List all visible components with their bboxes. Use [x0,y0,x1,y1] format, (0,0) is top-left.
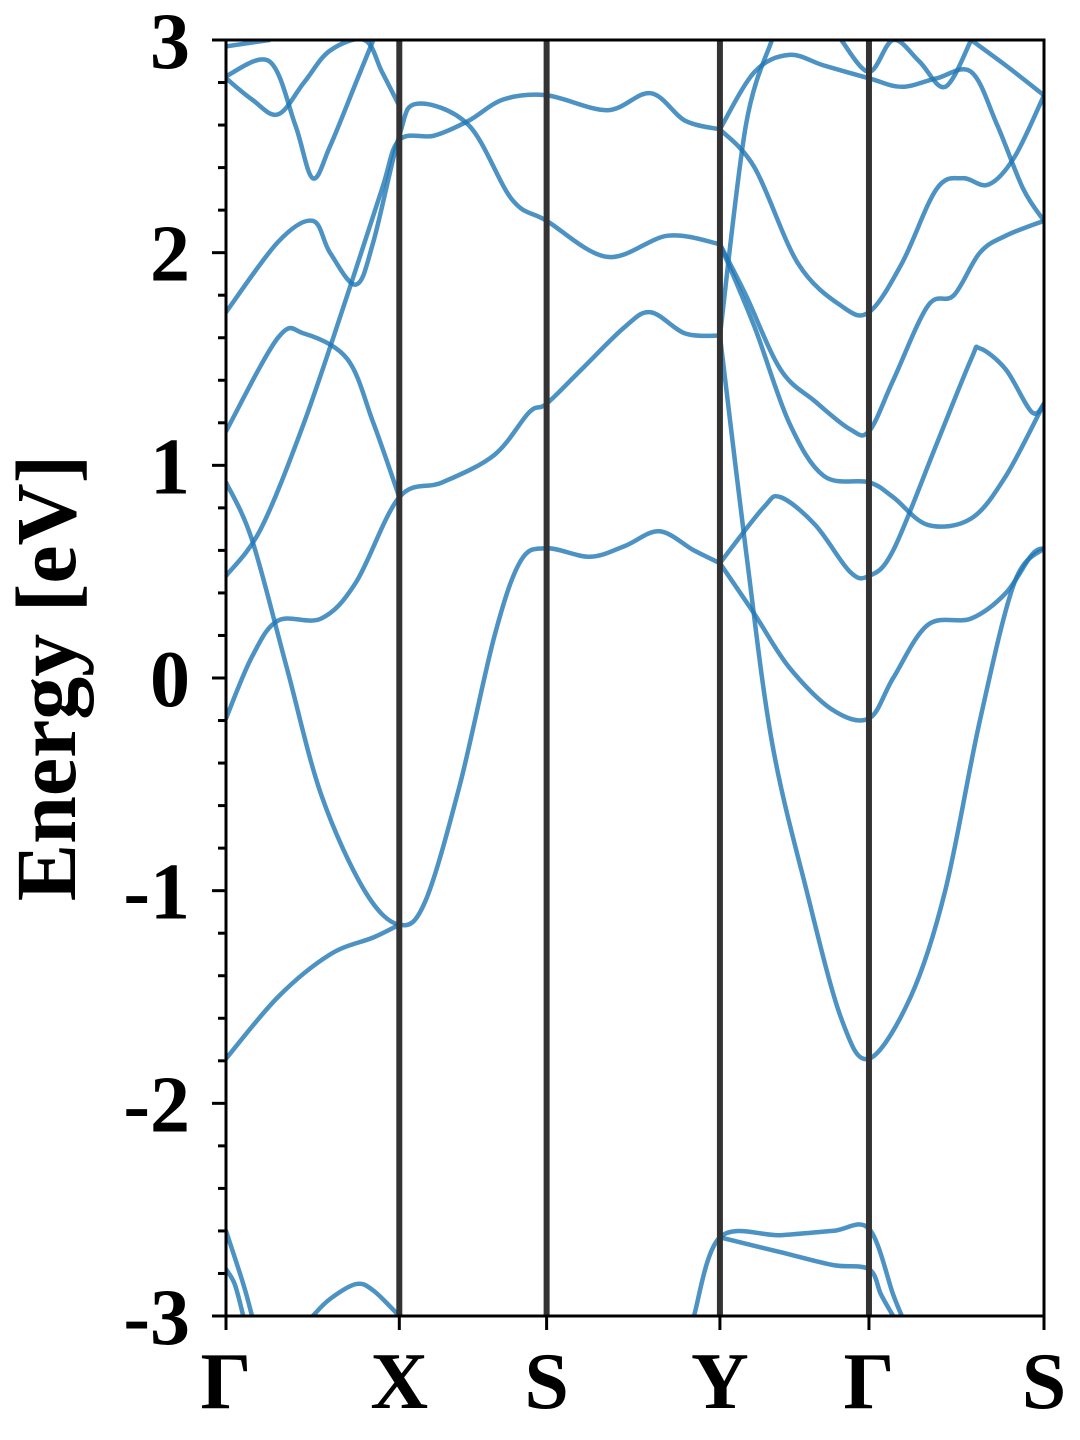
band-line-24 [310,1281,402,1316]
band-line-16 [717,40,775,338]
band-line-5 [226,325,402,500]
high-symmetry-dividers [396,40,872,1316]
x-tick-label: S [524,1338,569,1426]
band-line-12 [717,333,1044,1062]
y-axis-label: Energy [eV] [0,455,94,902]
band-line-8 [226,40,376,181]
band-line-19 [968,40,1044,98]
y-tick-label: -1 [123,849,190,937]
x-tick-label: S [1022,1338,1067,1426]
x-tick-label: Γ [201,1338,252,1426]
plot-frame [224,38,1046,1318]
y-tick-label: 1 [150,423,190,511]
band-line-11 [717,546,1044,723]
band-lines [226,40,1044,1316]
band-line-15 [717,241,1044,529]
x-tick-label: X [370,1338,428,1426]
band-line-13 [717,218,1044,438]
x-tick-label: Γ [844,1338,895,1426]
y-tick-label: 3 [150,0,190,86]
y-axis-ticks: -3 -2 -1 0 1 2 3 [123,0,226,1362]
band-line-3 [226,309,723,721]
band-line-14 [717,93,1044,318]
band-line-22 [226,1228,255,1316]
band-line-18 [838,40,974,90]
band-line-7 [226,40,402,118]
band-line-4 [226,90,723,579]
y-tick-label: -3 [123,1274,190,1362]
y-tick-label: 0 [150,636,190,724]
band-line-1 [226,922,402,1061]
x-tick-label: Y [691,1338,749,1426]
band-line-2 [226,480,723,928]
y-tick-label: -2 [123,1061,190,1149]
band-line-6 [226,101,723,315]
band-line-21 [717,1235,896,1316]
band-line-23 [226,1266,246,1316]
y-tick-label: 2 [150,211,190,299]
band-line-17 [717,52,1044,224]
band-line-10 [717,344,1044,581]
